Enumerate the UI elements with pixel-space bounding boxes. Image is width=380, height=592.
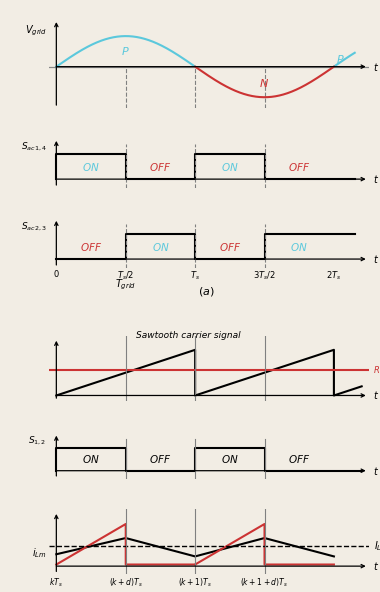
Text: $(k+1)T_s$: $(k+1)T_s$ <box>178 577 212 590</box>
Text: 0: 0 <box>54 269 59 278</box>
Text: $t$: $t$ <box>373 560 379 572</box>
Text: $ON$: $ON$ <box>290 240 308 253</box>
Text: $ON$: $ON$ <box>82 453 100 465</box>
Text: Reference signal: Reference signal <box>374 366 380 375</box>
Text: $OFF$: $OFF$ <box>149 160 171 173</box>
Text: $(k+d)T_s$: $(k+d)T_s$ <box>109 577 142 590</box>
Text: $ON$: $ON$ <box>221 453 239 465</box>
Text: $2T_s$: $2T_s$ <box>326 269 342 282</box>
Text: $V_{grid}$: $V_{grid}$ <box>25 23 47 38</box>
Text: $(k+1+d)T_s$: $(k+1+d)T_s$ <box>241 577 288 590</box>
Text: $ON$: $ON$ <box>82 160 100 173</box>
Text: $S_{1,2}$: $S_{1,2}$ <box>28 435 47 448</box>
Text: $kT_s$: $kT_s$ <box>49 577 63 590</box>
Text: $ON$: $ON$ <box>152 240 169 253</box>
Text: $t$: $t$ <box>373 173 379 185</box>
Text: $N$: $N$ <box>260 76 269 89</box>
Text: $T_s/2$: $T_s/2$ <box>117 269 135 282</box>
Text: $P$: $P$ <box>337 53 345 65</box>
Text: $T_{grid}$: $T_{grid}$ <box>115 278 136 292</box>
Text: $I_{Lm}$: $I_{Lm}$ <box>374 539 380 553</box>
Text: $OFF$: $OFF$ <box>288 453 310 465</box>
Text: $OFF$: $OFF$ <box>288 160 310 173</box>
Text: $OFF$: $OFF$ <box>149 453 171 465</box>
Text: $t$: $t$ <box>373 253 379 265</box>
Text: Sawtooth carrier signal: Sawtooth carrier signal <box>136 331 241 340</box>
Text: $t$: $t$ <box>373 60 379 73</box>
Text: $S_{ac1,4}$: $S_{ac1,4}$ <box>21 140 47 153</box>
Text: $(a)$: $(a)$ <box>198 285 215 298</box>
Text: $P$: $P$ <box>121 46 130 57</box>
Text: $3T_s/2$: $3T_s/2$ <box>253 269 276 282</box>
Text: $t$: $t$ <box>373 390 379 401</box>
Text: $S_{ac2,3}$: $S_{ac2,3}$ <box>21 220 47 233</box>
Text: $T_s$: $T_s$ <box>190 269 200 282</box>
Text: $i_{Lm}$: $i_{Lm}$ <box>32 546 47 560</box>
Text: $ON$: $ON$ <box>221 160 239 173</box>
Text: $t$: $t$ <box>373 465 379 477</box>
Text: $OFF$: $OFF$ <box>80 240 102 253</box>
Text: $OFF$: $OFF$ <box>219 240 241 253</box>
